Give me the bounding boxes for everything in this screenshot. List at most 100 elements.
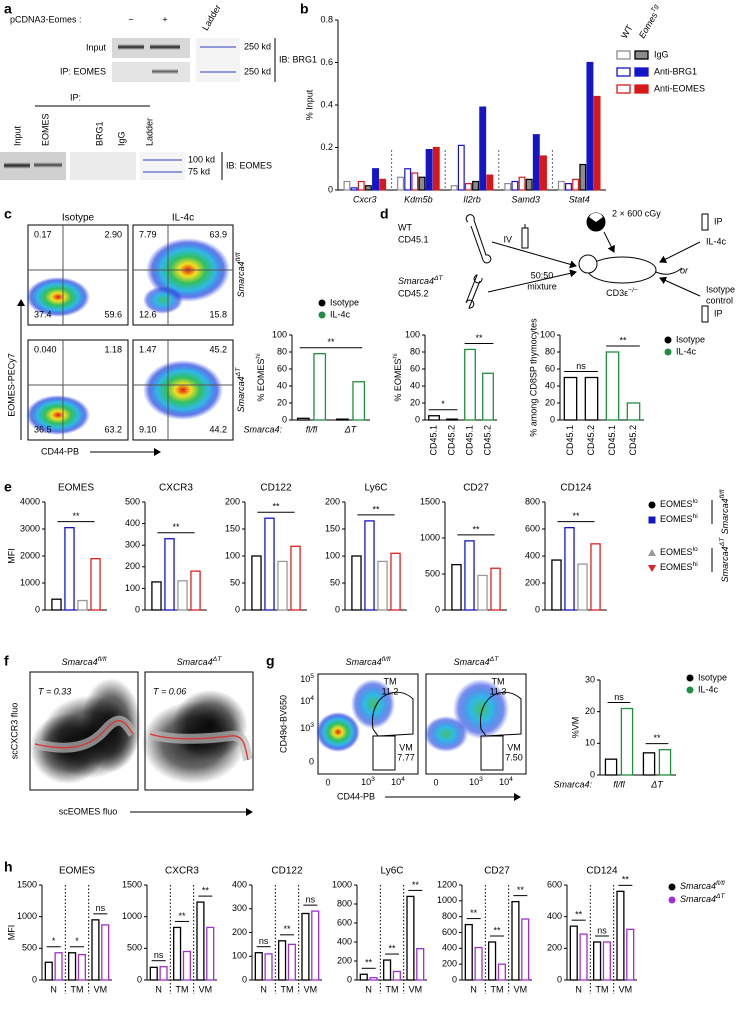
bar xyxy=(51,598,62,611)
bar xyxy=(296,417,310,421)
y-tick-label: 0 xyxy=(309,756,314,766)
bar xyxy=(301,912,310,981)
bar xyxy=(372,168,379,191)
y-tick-label: 0 xyxy=(328,184,333,194)
ib-label: IB: EOMES xyxy=(226,160,272,170)
legend-label-base: EOMES xyxy=(660,547,693,557)
significance-label: ** xyxy=(388,943,396,953)
x-tick-label: VM xyxy=(514,984,528,994)
schematic xyxy=(465,212,709,323)
x-tick-label: 104 xyxy=(499,776,513,788)
row-label: Smarca4ΔT xyxy=(235,367,247,413)
bar xyxy=(416,948,425,981)
x-tick-label: TM xyxy=(281,984,294,994)
bar xyxy=(335,418,349,421)
plot-title-sup: fl/fl xyxy=(382,656,391,663)
legend-marker xyxy=(686,674,694,682)
y-tick-label: 1500 xyxy=(420,496,440,506)
y-tick-label: 20 xyxy=(277,397,287,407)
y-tick-label: 20 xyxy=(585,706,595,716)
y-tick-label: 800 xyxy=(525,496,540,506)
x-tick-label: TM xyxy=(71,984,84,994)
y-tick-label: 0 xyxy=(550,414,555,424)
y-tick-label: 60 xyxy=(410,363,420,373)
y-tick-label: 0 xyxy=(335,604,340,614)
density-blob xyxy=(351,679,395,729)
scatter-cloud xyxy=(172,689,248,761)
x-tick-label: Cxcr3 xyxy=(353,194,377,204)
legend-group-base: Smarca4 xyxy=(720,498,730,534)
legend-marker xyxy=(664,336,672,344)
bar xyxy=(428,415,440,421)
legend-group-base: Smarca4 xyxy=(720,546,730,582)
legend-label: EOMEShi xyxy=(660,513,698,525)
significance-label: ** xyxy=(572,511,580,521)
gate xyxy=(372,691,414,737)
gate-label: TM xyxy=(384,676,397,686)
y-tick-label: 80 xyxy=(410,346,420,356)
bar xyxy=(44,961,53,981)
schematic-label: IV xyxy=(503,234,512,244)
y-tick-label: 100 xyxy=(325,550,340,560)
quadrant-value: 0.040 xyxy=(34,344,57,354)
significance-label: ** xyxy=(517,885,525,895)
density-blob xyxy=(143,360,223,420)
significance-label: ** xyxy=(272,502,280,512)
y-axis-label-sup: hi xyxy=(255,353,262,359)
x-axis-label: CD44-PB xyxy=(41,446,79,456)
y-tick-label: 200 xyxy=(337,955,352,965)
legend-column: WT xyxy=(619,23,635,41)
lane-label: EOMES xyxy=(40,113,50,146)
quadrant-value: 44.2 xyxy=(209,424,227,434)
row-label-sup: fl/fl xyxy=(235,252,242,261)
bar xyxy=(77,599,88,611)
y-tick-label: 400 xyxy=(547,911,562,921)
legend-group-sup: ΔT xyxy=(719,537,726,548)
bar xyxy=(490,567,501,611)
bar xyxy=(343,180,351,191)
bar xyxy=(557,180,565,191)
y-tick-label: 80 xyxy=(277,346,287,356)
lane-label: Ladder xyxy=(200,3,223,32)
bar xyxy=(565,183,572,191)
y-axis-label: CD49d-BV650 xyxy=(278,695,288,753)
schematic-label: or xyxy=(680,265,689,275)
gate-label: VM xyxy=(399,742,413,752)
chart-title: CD122 xyxy=(271,866,303,877)
column-title: IL-4c xyxy=(172,213,194,224)
gate xyxy=(372,735,396,771)
y-axis-label: % EOMEShi xyxy=(255,353,267,402)
y-axis-label: MFI xyxy=(6,925,16,941)
x-tick-label: VM xyxy=(619,984,633,994)
bar xyxy=(450,185,458,191)
bar xyxy=(277,560,288,611)
legend-label: Isotype xyxy=(698,672,727,682)
bar xyxy=(446,418,458,421)
lane-sign: + xyxy=(162,14,167,24)
legend-label-sup: fl/fl xyxy=(716,880,725,887)
y-tick-label: 150 xyxy=(325,523,340,533)
chart-title: CD27 xyxy=(463,483,489,494)
plasmid-label: pCDNA3-Eomes : xyxy=(10,14,82,24)
schematic-label: WT xyxy=(398,222,412,232)
schematic-label-base: Smarca4 xyxy=(398,276,434,286)
legend-swatch xyxy=(634,84,649,94)
plot-title: Smarca4fl/fl xyxy=(346,656,391,668)
x-tick-label: VM xyxy=(409,984,423,994)
significance-label: ns xyxy=(614,692,624,702)
schematic-label: IP xyxy=(714,308,723,318)
y-tick-label: 200 xyxy=(125,561,140,571)
bar xyxy=(504,183,512,191)
size-label: 250 kd xyxy=(244,66,271,76)
significance-label: ** xyxy=(172,522,180,532)
schematic-label: CD45.1 xyxy=(398,234,429,244)
bar xyxy=(251,555,262,611)
x-tick-label: TM xyxy=(176,984,189,994)
y-axis-label-base: % EOMES xyxy=(393,359,403,402)
legend-column-base: Eomes xyxy=(637,10,660,40)
legend-label: IL-4c xyxy=(698,684,719,694)
bar xyxy=(290,545,301,611)
significance-label: ns xyxy=(259,936,269,946)
y-tick-label: 0 xyxy=(282,414,287,424)
significance-label: ** xyxy=(622,875,630,885)
